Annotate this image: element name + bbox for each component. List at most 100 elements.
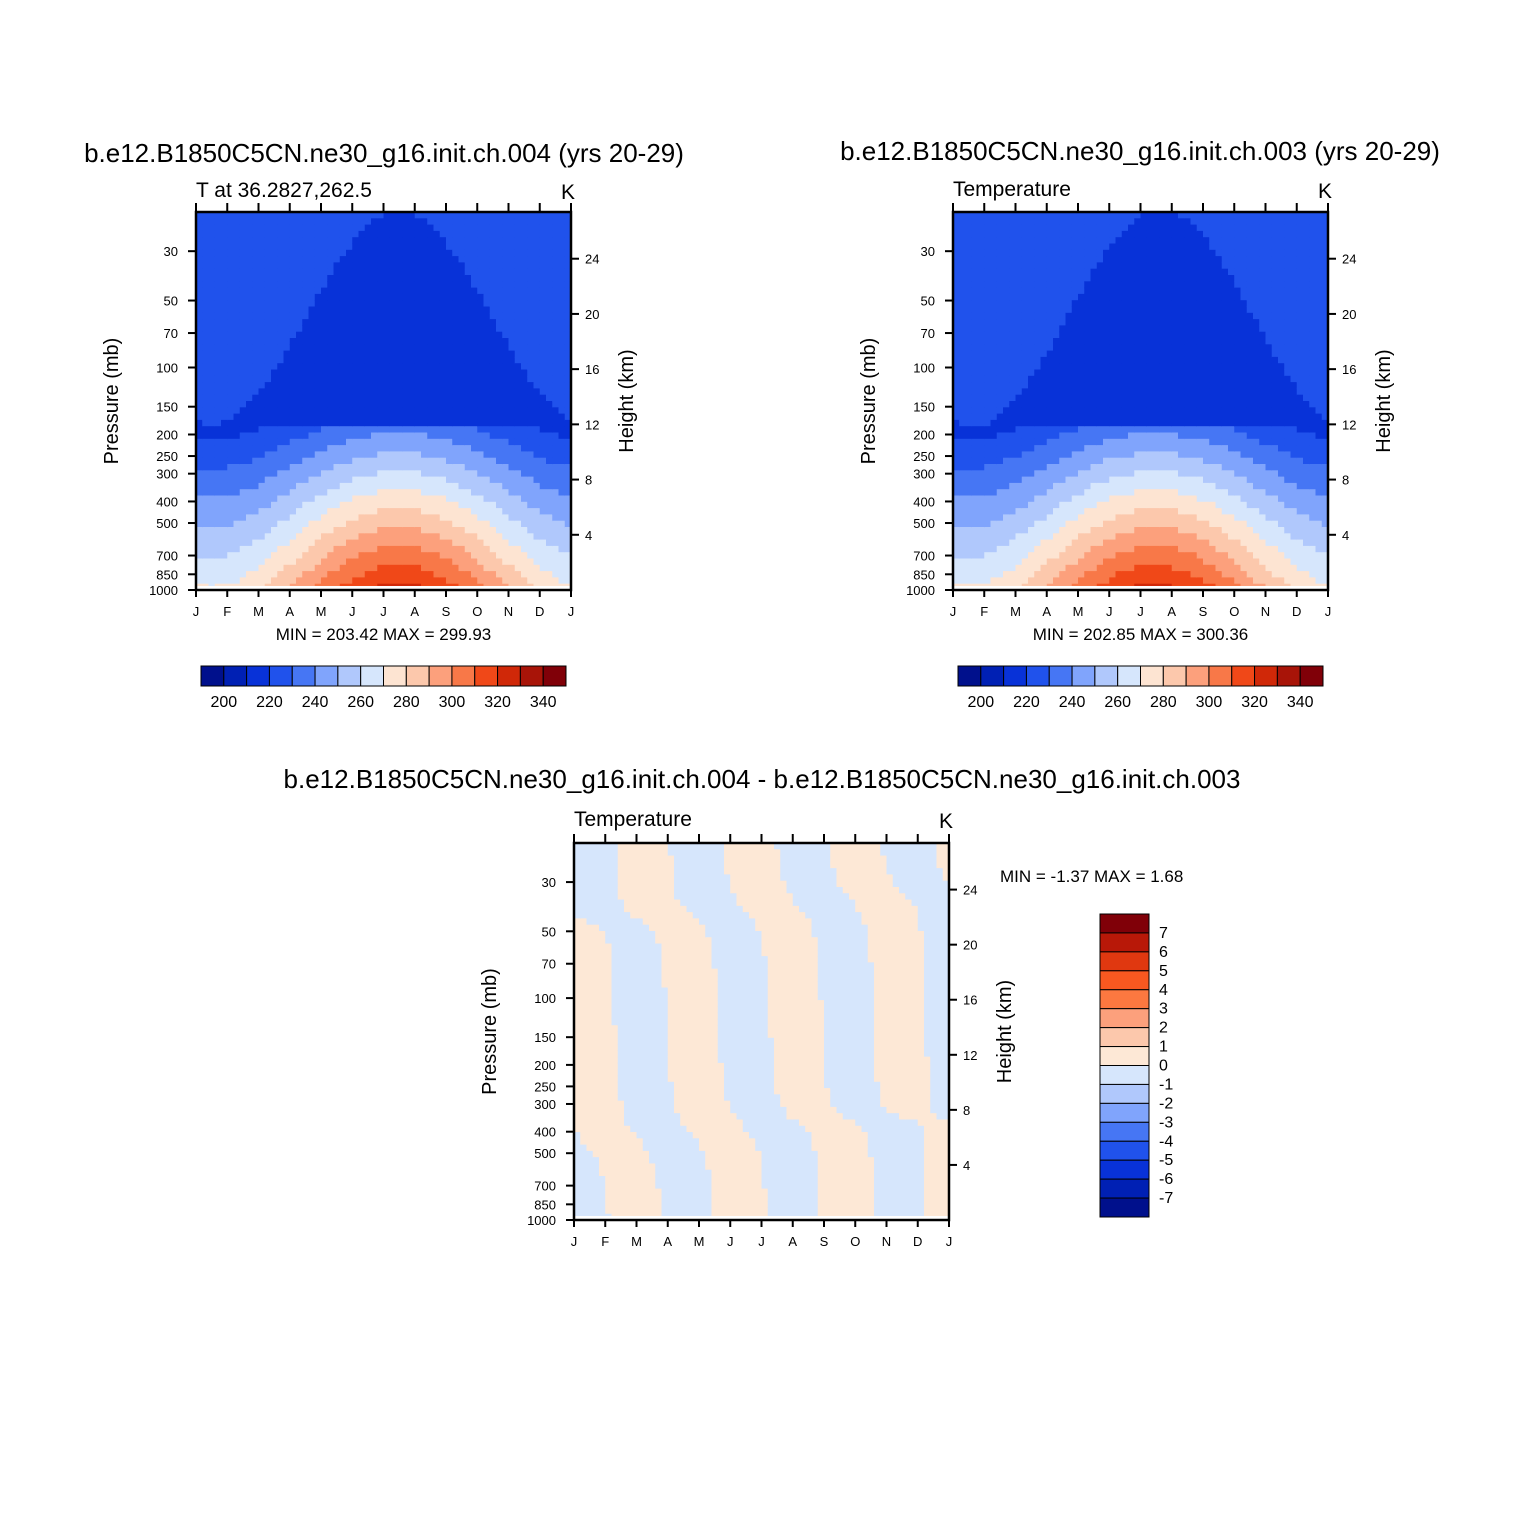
- contour-cell: [327, 552, 335, 560]
- contour-cell: [314, 495, 322, 503]
- contour-cell: [446, 281, 453, 289]
- contour-cell: [196, 382, 203, 389]
- contour-cell: [289, 476, 297, 484]
- contour-cell: [1003, 249, 1010, 257]
- contour-cell: [446, 489, 453, 497]
- contour-cell: [271, 445, 278, 452]
- contour-cell: [346, 413, 353, 421]
- contour-cell: [252, 331, 260, 339]
- contour-cell: [252, 495, 260, 503]
- colorbar-box: [291, 665, 316, 687]
- contour-cell: [352, 520, 360, 528]
- contour-cell: [1015, 564, 1023, 572]
- contour-cell: [439, 375, 447, 383]
- contour-cell: [371, 482, 378, 490]
- contour-cell: [1078, 369, 1085, 377]
- contour-cell: [208, 476, 216, 484]
- contour-cell: [383, 312, 391, 320]
- contour-cell: [221, 344, 228, 352]
- contour-cell: [433, 495, 441, 503]
- contour-cell: [953, 482, 960, 490]
- contour-cell: [277, 287, 285, 295]
- contour-cell: [464, 268, 472, 276]
- contour-cell: [959, 501, 967, 509]
- contour-cell: [990, 539, 998, 547]
- contour-cell: [514, 495, 522, 503]
- contour-cell: [302, 558, 310, 566]
- contour-cell: [196, 426, 203, 434]
- contour-cell: [227, 331, 235, 339]
- contour-cell: [439, 306, 447, 314]
- contour-cell: [414, 375, 422, 383]
- subtitle-units: K: [561, 181, 575, 204]
- contour-cell: [433, 407, 441, 415]
- contour-cell: [1065, 331, 1073, 339]
- contour-cell: [533, 495, 541, 503]
- contour-cell: [271, 527, 278, 534]
- contour-cell: [1015, 356, 1023, 364]
- contour-cell: [346, 419, 353, 427]
- contour-cell: [552, 350, 560, 358]
- contour-cell: [464, 470, 472, 478]
- contour-cell: [477, 338, 485, 345]
- contour-cell: [458, 224, 466, 232]
- contour-cell: [377, 275, 385, 282]
- contour-cell: [984, 577, 992, 585]
- contour-cell: [389, 419, 397, 427]
- contour-cell: [514, 375, 522, 383]
- contour-cell: [258, 533, 266, 541]
- contour-cell: [296, 281, 303, 289]
- contour-cell: [990, 369, 998, 377]
- contour-cell: [333, 262, 341, 270]
- contour-cell: [433, 419, 441, 427]
- contour-cell: [514, 520, 522, 528]
- contour-cell: [271, 356, 278, 364]
- contour-cell: [1053, 325, 1060, 333]
- contour-cell: [471, 438, 478, 446]
- contour-cell: [452, 470, 460, 478]
- contour-cell: [1071, 571, 1079, 578]
- contour-cell: [408, 445, 416, 452]
- contour-cell: [439, 382, 447, 389]
- contour-cell: [239, 249, 247, 257]
- contour-cell: [959, 545, 967, 553]
- contour-cell: [327, 350, 335, 358]
- contour-cell: [508, 457, 516, 465]
- contour-cell: [221, 249, 228, 257]
- contour-cell: [1021, 539, 1029, 547]
- contour-cell: [953, 413, 960, 421]
- contour-cell: [514, 382, 522, 389]
- contour-cell: [489, 249, 497, 257]
- contour-cell: [352, 375, 360, 383]
- contour-cell: [302, 539, 310, 547]
- contour-cell: [533, 249, 541, 257]
- contour-cell: [521, 527, 528, 534]
- contour-cell: [464, 306, 472, 314]
- contour-cell: [984, 457, 992, 465]
- contour-cell: [1028, 256, 1035, 263]
- contour-cell: [496, 312, 503, 320]
- contour-cell: [959, 237, 967, 245]
- contour-cell: [433, 268, 441, 276]
- contour-cell: [308, 287, 316, 295]
- contour-cell: [271, 558, 278, 566]
- contour-cell: [1028, 287, 1035, 295]
- contour-cell: [433, 293, 441, 301]
- contour-cell: [489, 306, 497, 314]
- contour-cell: [433, 508, 441, 515]
- contour-cell: [1071, 268, 1079, 276]
- contour-cell: [227, 212, 235, 219]
- contour-cell: [321, 514, 328, 522]
- contour-cell: [1009, 287, 1017, 295]
- contour-cell: [289, 281, 297, 289]
- contour-cell: [283, 344, 291, 352]
- contour-cell: [339, 445, 347, 452]
- contour-cell: [314, 533, 322, 541]
- contour-cell: [196, 344, 203, 352]
- contour-cell: [452, 482, 460, 490]
- contour-cell: [246, 275, 253, 282]
- contour-cell: [389, 224, 397, 232]
- contour-cell: [421, 356, 428, 364]
- contour-cell: [564, 325, 572, 333]
- contour-cell: [558, 275, 566, 282]
